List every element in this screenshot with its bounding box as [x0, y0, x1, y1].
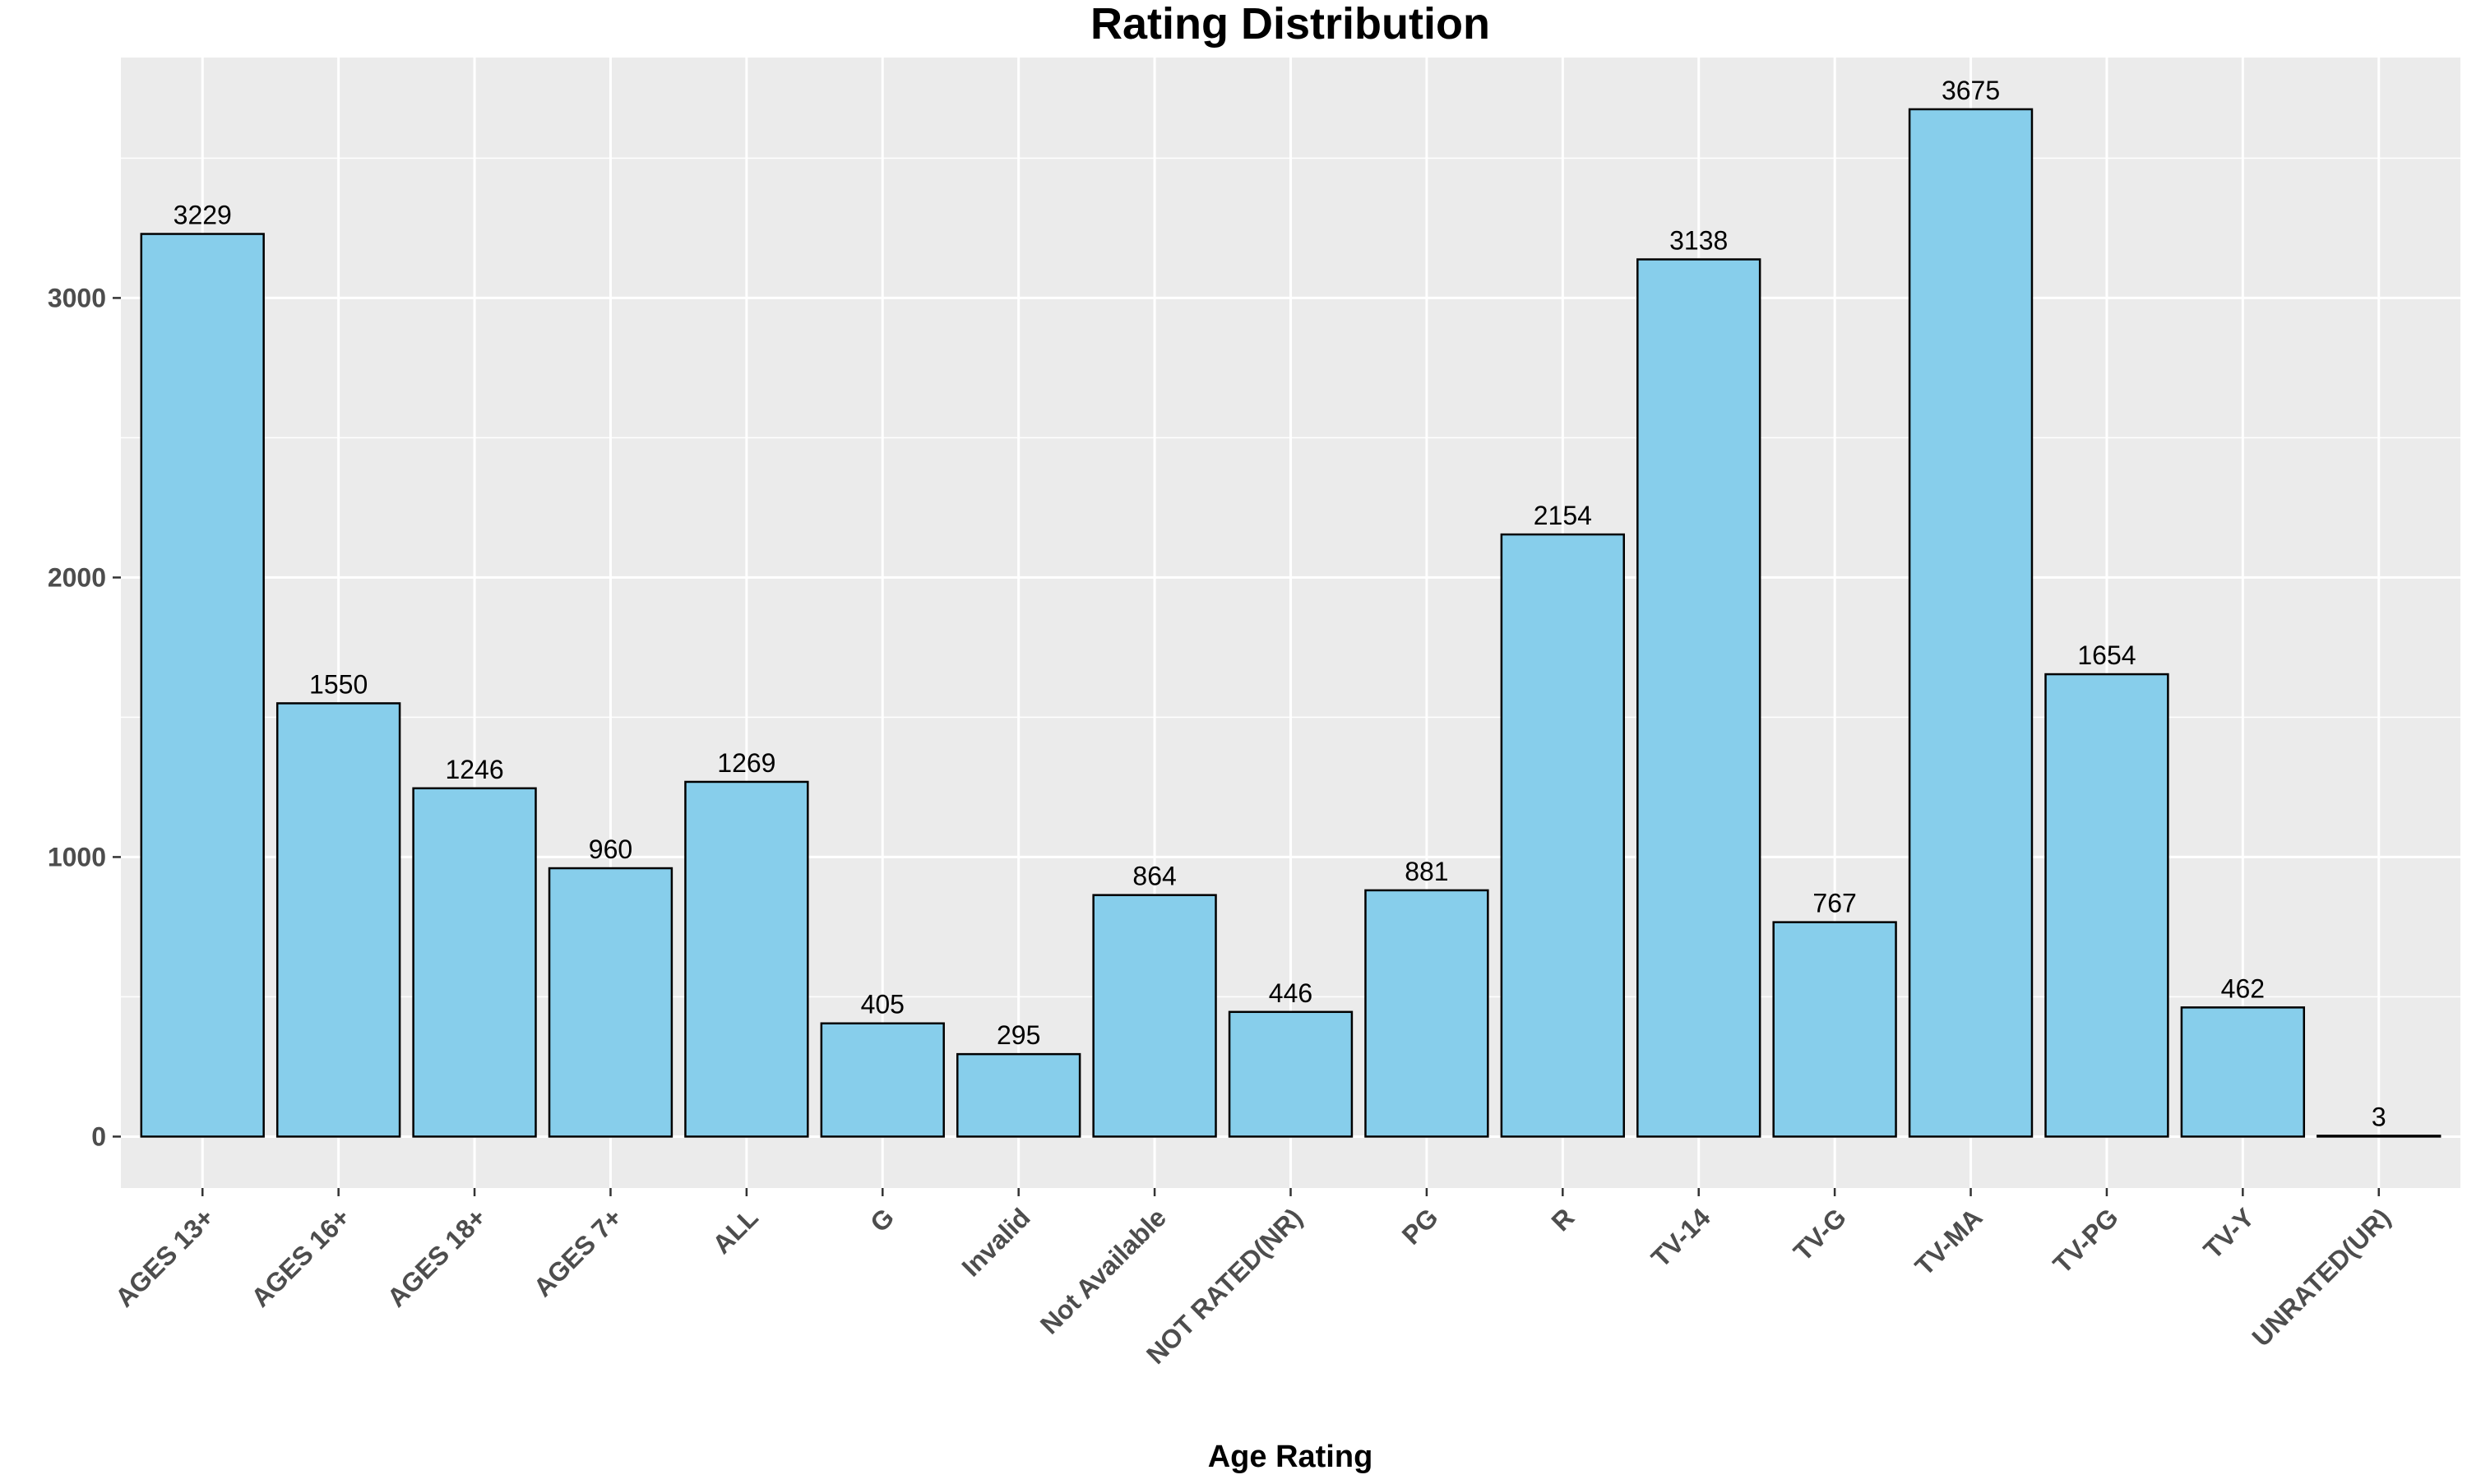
- bar: [2180, 1006, 2306, 1138]
- bar-value-label: 960: [589, 834, 632, 864]
- y-tick-label: 0: [91, 1121, 106, 1151]
- x-axis-title: Age Rating: [1208, 1440, 1373, 1474]
- x-tick-label: AGES 16+: [245, 1202, 355, 1312]
- x-tick-label: AGES 18+: [382, 1202, 492, 1312]
- bar-value-label: 2154: [1534, 501, 1592, 530]
- y-axis: 0 1000 2000 3000: [48, 283, 121, 1151]
- bar: [1364, 889, 1489, 1138]
- bar: [684, 780, 809, 1138]
- bar: [1908, 108, 2034, 1138]
- bar-value-label: 864: [1132, 862, 1176, 891]
- bar-value-label: 405: [861, 990, 905, 1019]
- bar-value-label: 881: [1405, 857, 1448, 886]
- y-tick-label: 1000: [48, 842, 106, 871]
- bar-value-label: 1246: [445, 755, 503, 784]
- x-tick-label: TV-Y: [2198, 1202, 2261, 1264]
- bars: [140, 108, 2442, 1138]
- bar: [2317, 1135, 2442, 1138]
- bar-value-label: 446: [1269, 978, 1312, 1008]
- bar: [275, 702, 401, 1138]
- bar: [1500, 533, 1625, 1138]
- bar: [1228, 1010, 1354, 1138]
- bar-value-label: 767: [1812, 889, 1856, 918]
- data-labels: 3229155012469601269405295864446881215431…: [174, 76, 2386, 1132]
- bar: [1636, 258, 1761, 1138]
- x-tick-label: Not Available: [1034, 1202, 1172, 1339]
- x-tick-label: PG: [1396, 1202, 1444, 1250]
- bar: [2044, 673, 2169, 1138]
- bar-value-label: 3229: [174, 201, 232, 230]
- x-tick-label: AGES 7+: [528, 1202, 628, 1302]
- bar-value-label: 1269: [717, 748, 775, 778]
- bar-value-label: 295: [997, 1020, 1040, 1050]
- x-tick-label: TV-G: [1788, 1202, 1852, 1266]
- bar: [412, 787, 537, 1138]
- bar-value-label: 3: [2372, 1102, 2386, 1131]
- x-tick-label: ALL: [706, 1202, 763, 1259]
- bar-value-label: 3138: [1669, 225, 1728, 255]
- bar-value-label: 3675: [1942, 76, 2000, 105]
- bar: [956, 1052, 1081, 1138]
- y-tick-label: 3000: [48, 283, 106, 312]
- bar: [820, 1022, 945, 1138]
- y-tick-label: 2000: [48, 562, 106, 592]
- x-tick-label: TV-14: [1645, 1202, 1716, 1273]
- x-tick-label: Invalid: [956, 1202, 1036, 1282]
- bar: [548, 867, 673, 1138]
- x-tick-label: TV-MA: [1909, 1202, 1988, 1281]
- bar: [1772, 921, 1897, 1138]
- x-tick-label: TV-PG: [2048, 1202, 2124, 1278]
- bar: [1092, 894, 1217, 1138]
- bar: [140, 233, 265, 1138]
- x-tick-label: G: [864, 1202, 900, 1237]
- x-tick-label: R: [1545, 1202, 1580, 1237]
- bar-value-label: 462: [2221, 973, 2265, 1003]
- bar-value-label: 1654: [2077, 640, 2136, 670]
- chart-title: Rating Distribution: [1090, 0, 1490, 49]
- x-axis: AGES 13+ AGES 16+ AGES 18+ AGES 7+ ALL G Inval…: [109, 1188, 2396, 1370]
- bar-value-label: 1550: [309, 669, 368, 699]
- x-tick-label: AGES 13+: [109, 1202, 220, 1312]
- x-tick-label: UNRATED(UR): [2247, 1202, 2396, 1352]
